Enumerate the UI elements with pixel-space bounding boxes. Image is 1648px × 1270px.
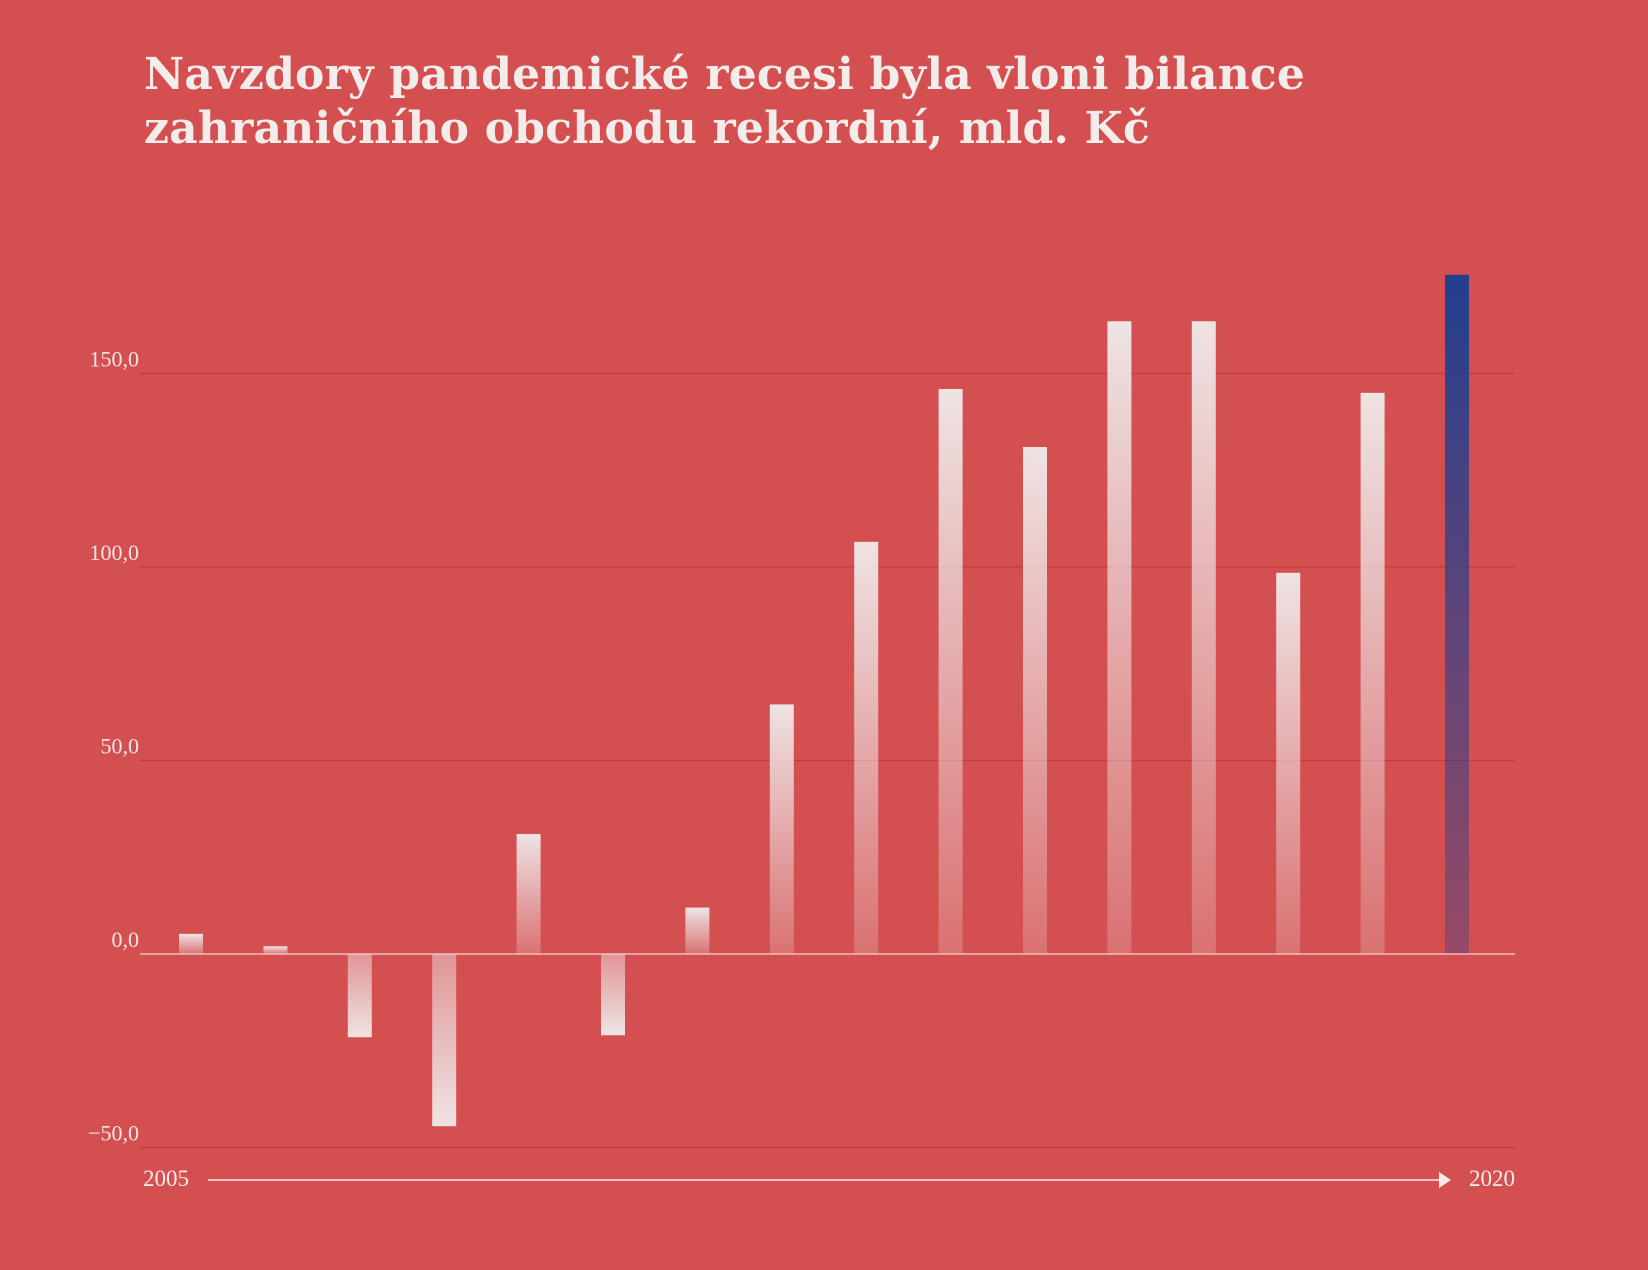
bar-2012 [769,704,794,954]
bar-2013 [854,541,879,954]
x-axis: 2005 2020 [143,1166,1515,1191]
bar-highlight-2020 [1445,274,1469,954]
bar-2005 [179,933,203,954]
x-axis-arrow-head-icon [1439,1172,1451,1188]
gridlines [140,372,1515,1149]
bar-2010 [601,954,625,1036]
bars [140,274,1515,1127]
y-tick-label: 150,0 [90,347,140,372]
bar-2018 [1276,572,1301,954]
bar-2016 [1107,321,1132,954]
bar-2007 [347,954,372,1038]
bar-2019 [1360,392,1385,955]
bar-2011 [685,907,710,954]
x-axis-start-label: 2005 [143,1166,189,1191]
bar-2006 [263,946,288,954]
chart-title: Navzdory pandemické recesi byla vloni bi… [144,49,1306,154]
y-tick-label: 100,0 [90,540,140,565]
bar-2008 [432,954,457,1127]
bar-2017 [1191,321,1216,954]
bar-2015 [1023,447,1047,954]
bar-2009 [516,834,541,954]
y-tick-label: −50,0 [88,1121,139,1146]
y-tick-label: 0,0 [112,927,140,952]
y-tick-label: 50,0 [101,734,140,759]
y-axis-ticks: 150,0 100,0 50,0 0,0 −50,0 [88,347,139,1146]
bar-2014 [938,388,963,955]
x-axis-end-label: 2020 [1469,1166,1515,1191]
